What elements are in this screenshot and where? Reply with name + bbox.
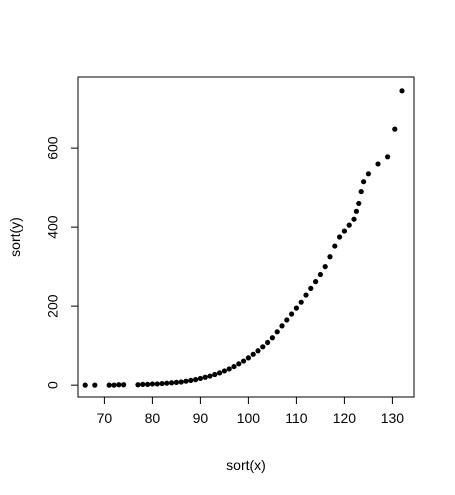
y-axis-label: sort(y) bbox=[7, 217, 23, 257]
data-point bbox=[284, 317, 290, 323]
data-point bbox=[337, 234, 343, 240]
plot-box bbox=[77, 76, 415, 398]
data-point bbox=[106, 382, 112, 388]
data-point bbox=[226, 366, 232, 372]
x-tick-label: 120 bbox=[333, 410, 357, 426]
data-point bbox=[183, 378, 189, 384]
data-point bbox=[313, 279, 319, 285]
data-point bbox=[140, 381, 146, 387]
x-tick-label: 100 bbox=[237, 410, 261, 426]
data-point bbox=[356, 200, 362, 207]
x-tick-label: 90 bbox=[193, 410, 209, 426]
data-point bbox=[111, 382, 117, 388]
data-point bbox=[164, 380, 170, 386]
data-point bbox=[255, 348, 261, 354]
data-point bbox=[341, 228, 347, 234]
data-point bbox=[202, 374, 208, 380]
x-axis-label: sort(x) bbox=[226, 457, 266, 473]
data-point bbox=[92, 382, 98, 388]
x-tick-label: 80 bbox=[145, 410, 161, 426]
data-point bbox=[322, 264, 328, 270]
data-point bbox=[375, 161, 381, 167]
data-point bbox=[289, 311, 295, 317]
data-point bbox=[399, 88, 405, 94]
data-point bbox=[317, 271, 323, 278]
data-point bbox=[236, 361, 242, 367]
data-point bbox=[269, 335, 275, 341]
data-point bbox=[392, 126, 398, 132]
data-point bbox=[250, 351, 256, 357]
data-point bbox=[217, 370, 223, 376]
data-point bbox=[207, 373, 213, 379]
data-point bbox=[361, 179, 367, 185]
data-point bbox=[121, 382, 127, 388]
data-points bbox=[82, 88, 405, 388]
data-point bbox=[293, 305, 299, 311]
data-point bbox=[154, 381, 160, 387]
data-point bbox=[265, 339, 271, 346]
data-point bbox=[245, 355, 251, 361]
data-point bbox=[358, 188, 364, 195]
data-point bbox=[221, 368, 227, 374]
x-tick-label: 70 bbox=[97, 410, 113, 426]
x-tick-label: 110 bbox=[285, 410, 308, 426]
y-tick-label: 400 bbox=[45, 215, 61, 239]
data-point bbox=[193, 377, 199, 383]
data-point bbox=[212, 371, 218, 378]
data-point bbox=[149, 381, 155, 387]
data-point bbox=[298, 299, 304, 305]
data-point bbox=[178, 379, 184, 385]
data-point bbox=[327, 254, 333, 260]
data-point bbox=[188, 377, 194, 384]
y-axis: 0 200 400 600 bbox=[45, 136, 79, 389]
data-point bbox=[145, 381, 151, 387]
x-tick-label: 130 bbox=[381, 410, 405, 426]
y-tick-label: 600 bbox=[45, 136, 61, 160]
data-point bbox=[159, 380, 165, 387]
y-tick-label: 200 bbox=[45, 294, 61, 318]
data-point bbox=[135, 382, 141, 388]
data-point bbox=[303, 292, 309, 298]
data-point bbox=[353, 208, 359, 214]
data-point bbox=[260, 344, 266, 350]
data-point bbox=[82, 382, 88, 388]
data-point bbox=[332, 243, 338, 249]
data-point bbox=[116, 382, 122, 388]
data-point bbox=[274, 329, 280, 335]
data-point bbox=[169, 380, 175, 386]
data-point bbox=[197, 375, 203, 382]
data-point bbox=[279, 323, 285, 329]
data-point bbox=[365, 171, 371, 177]
data-point bbox=[346, 222, 352, 228]
x-axis: 70 80 90 100 110 120 130 bbox=[97, 396, 405, 426]
data-point bbox=[241, 358, 247, 364]
data-point bbox=[173, 379, 179, 385]
data-point bbox=[351, 216, 357, 222]
data-point bbox=[385, 154, 391, 160]
y-tick-label: 0 bbox=[45, 381, 61, 389]
data-point bbox=[308, 285, 314, 291]
data-point bbox=[231, 363, 237, 370]
